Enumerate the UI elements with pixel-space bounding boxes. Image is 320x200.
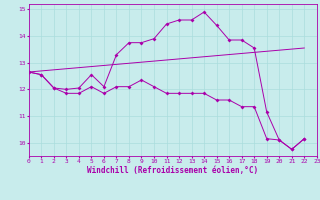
X-axis label: Windchill (Refroidissement éolien,°C): Windchill (Refroidissement éolien,°C) xyxy=(87,166,258,175)
